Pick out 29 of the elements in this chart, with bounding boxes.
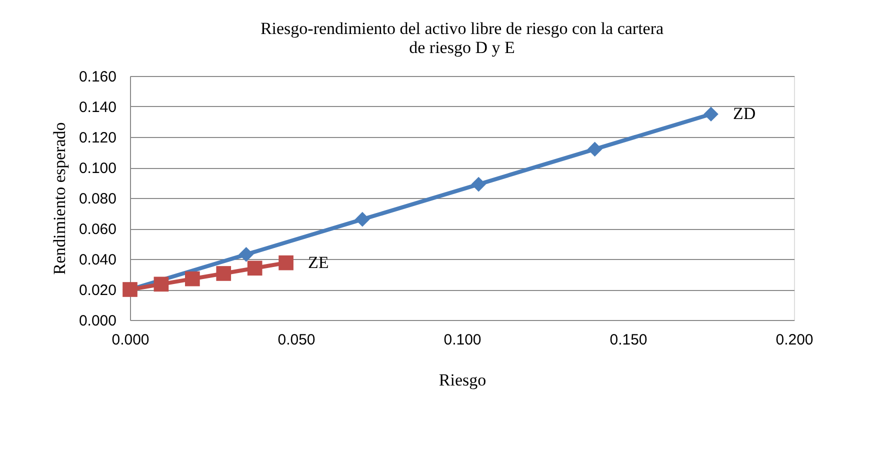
- y-tick-label: 0.140: [78, 99, 116, 116]
- annotation: ZE: [308, 252, 329, 272]
- y-tick-label: 0.040: [78, 252, 116, 268]
- x-tick-label: 0.050: [278, 332, 316, 348]
- y-tick-label: 0.120: [78, 130, 116, 146]
- y-axis-title: Rendimiento esperado: [50, 122, 69, 275]
- y-tick-label: 0.020: [78, 282, 116, 299]
- point: [278, 255, 294, 270]
- y-tick-label: 0.000: [78, 312, 116, 330]
- point: [238, 247, 254, 262]
- chart-title: Riesgo-rendimiento del activo libre de riesgo con la cartera de riesgo D y E: [260, 19, 664, 57]
- point: [247, 260, 262, 276]
- x-tick-label: 0.200: [776, 332, 814, 348]
- x-axis-title: Riesgo: [438, 370, 486, 390]
- y-tick-label: 0.060: [78, 221, 116, 238]
- x-tick-label: 0.000: [112, 332, 150, 348]
- point: [216, 266, 232, 281]
- point: [704, 106, 718, 122]
- y-tick-label: 0.100: [78, 160, 116, 177]
- y-tick-label: 0.080: [78, 190, 116, 208]
- x-tick-label: 0.100: [444, 332, 482, 348]
- x-tick-label: 0.150: [610, 332, 648, 348]
- point: [471, 176, 486, 192]
- point: [587, 142, 602, 157]
- annotation: ZD: [733, 104, 756, 124]
- y-tick-label: 0.160: [78, 68, 116, 86]
- point: [354, 212, 370, 227]
- point: [185, 271, 200, 286]
- point: [154, 276, 169, 292]
